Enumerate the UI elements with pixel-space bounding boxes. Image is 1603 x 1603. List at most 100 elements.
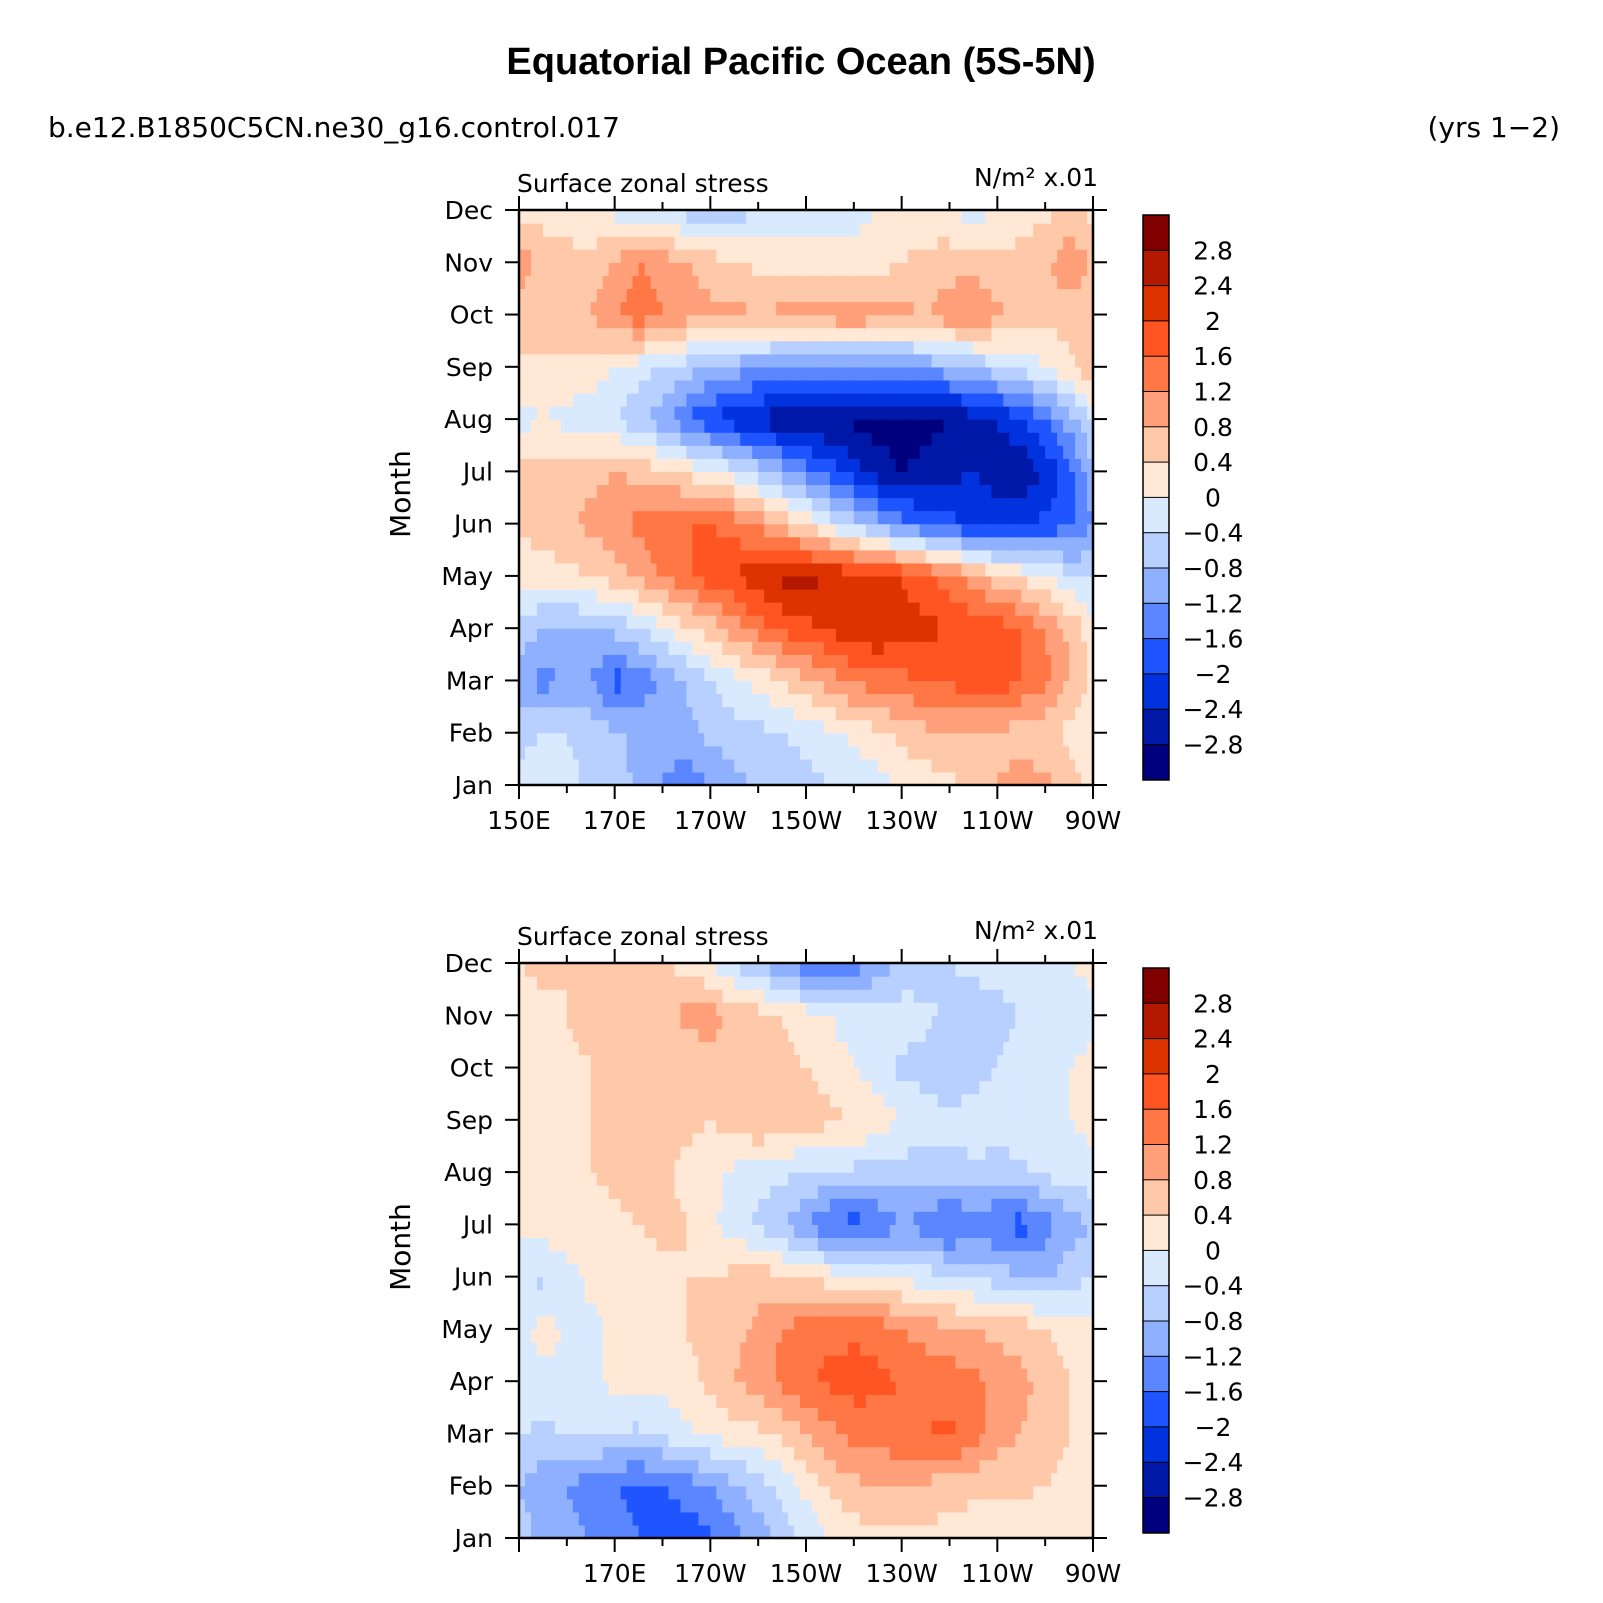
heatmap-cell: [530, 549, 538, 564]
heatmap-cell: [662, 536, 670, 551]
heatmap-cell: [788, 223, 795, 237]
heatmap-cell: [865, 549, 873, 564]
heatmap-cell: [817, 236, 825, 250]
heatmap-cell: [829, 523, 837, 538]
heatmap-cell: [1039, 575, 1046, 590]
heatmap-cell: [734, 275, 741, 290]
heatmap-cell: [776, 536, 783, 551]
heatmap-cell: [943, 588, 951, 603]
heatmap-cell: [674, 602, 682, 616]
heatmap-cell: [806, 406, 813, 420]
heatmap-cell: [1033, 575, 1040, 590]
heatmap-cell: [596, 1511, 604, 1526]
heatmap-cell: [578, 615, 586, 629]
heatmap-cell: [967, 667, 975, 682]
heatmap-cell: [632, 706, 640, 721]
heatmap-cell: [889, 1498, 897, 1513]
heatmap-cell: [716, 1459, 723, 1474]
heatmap-cell: [1063, 471, 1070, 486]
heatmap-cell: [835, 1485, 843, 1500]
heatmap-cell: [656, 758, 664, 773]
heatmap-cell: [788, 458, 795, 472]
heatmap-cell: [668, 471, 676, 486]
heatmap-cell: [746, 340, 753, 355]
heatmap-cell: [782, 562, 789, 577]
heatmap-cell: [1045, 366, 1052, 381]
heatmap-cell: [991, 484, 998, 499]
heatmap-cell: [698, 641, 705, 655]
heatmap-cell: [973, 1472, 980, 1487]
heatmap-cell: [835, 379, 843, 394]
heatmap-cell: [758, 706, 765, 721]
heatmap-cell: [524, 432, 532, 446]
heatmap-cell: [764, 1498, 771, 1513]
heatmap-cell: [835, 719, 843, 734]
heatmap-cell: [949, 706, 957, 721]
heatmap-cell: [626, 771, 634, 786]
heatmap-cell: [865, 484, 873, 499]
heatmap-cell: [692, 458, 699, 472]
heatmap-cell: [967, 549, 975, 564]
heatmap-cell: [572, 301, 580, 316]
heatmap-cell: [524, 1524, 532, 1539]
heatmap-cell: [1027, 340, 1034, 355]
heatmap-cell: [632, 732, 640, 747]
heatmap-cell: [985, 288, 992, 303]
heatmap-cell: [770, 392, 777, 407]
heatmap-cell: [1057, 1511, 1064, 1526]
heatmap-cell: [782, 1485, 789, 1500]
heatmap-cell: [823, 1511, 831, 1526]
heatmap-cell: [1021, 497, 1028, 512]
heatmap-cell: [710, 275, 717, 290]
heatmap-cell: [817, 340, 825, 355]
heatmap-cell: [584, 510, 592, 525]
heatmap-cell: [847, 654, 855, 668]
heatmap-cell: [668, 406, 676, 420]
heatmap-cell: [1003, 327, 1010, 342]
heatmap-cell: [560, 1485, 568, 1500]
heatmap-cell: [1069, 549, 1076, 564]
heatmap-cell: [847, 471, 855, 486]
heatmap-cell: [590, 536, 598, 551]
heatmap-cell: [662, 406, 670, 420]
heatmap-cell: [931, 314, 939, 329]
heatmap-cell: [590, 497, 598, 512]
heatmap-cell: [1045, 301, 1052, 316]
heatmap-cell: [698, 445, 705, 459]
heatmap-cell: [728, 732, 735, 747]
heatmap-cell: [740, 288, 747, 303]
heatmap-cell: [662, 458, 670, 472]
heatmap-cell: [620, 445, 628, 459]
heatmap-cell: [686, 327, 693, 342]
heatmap-cell: [698, 1498, 705, 1513]
heatmap-cell: [788, 419, 795, 433]
heatmap-cell: [949, 602, 957, 616]
heatmap-cell: [859, 693, 867, 708]
heatmap-cell: [1033, 236, 1040, 250]
heatmap-cell: [686, 641, 693, 655]
heatmap-cell: [907, 654, 915, 668]
heatmap-cell: [1021, 575, 1028, 590]
heatmap-cell: [794, 719, 801, 734]
heatmap-cell: [560, 497, 568, 512]
heatmap-cell: [692, 588, 699, 603]
heatmap-cell: [1009, 1472, 1016, 1487]
heatmap-cell: [758, 1524, 765, 1539]
heatmap-cell: [817, 353, 825, 368]
heatmap-cell: [1033, 771, 1040, 786]
heatmap-cell: [973, 654, 980, 668]
heatmap-cell: [806, 471, 813, 486]
heatmap-cell: [776, 771, 783, 786]
heatmap-cell: [901, 575, 909, 590]
heatmap-cell: [710, 745, 717, 760]
heatmap-cell: [1003, 497, 1010, 512]
heatmap-cell: [752, 262, 759, 276]
heatmap-cell: [560, 327, 568, 342]
heatmap-cell: [770, 1524, 777, 1539]
heatmap-cell: [662, 588, 670, 603]
heatmap-cell: [1069, 301, 1076, 316]
heatmap-cell: [638, 745, 646, 760]
heatmap-cell: [674, 510, 682, 525]
heatmap-cell: [596, 523, 604, 538]
heatmap-cell: [877, 301, 885, 316]
